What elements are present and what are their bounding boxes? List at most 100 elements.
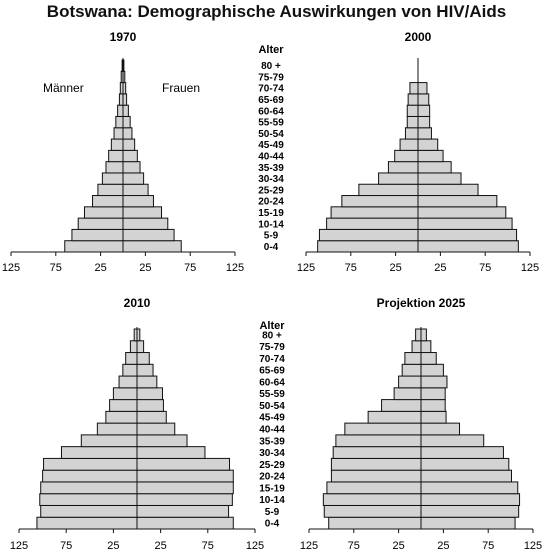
bar-male — [381, 399, 422, 412]
bar-male — [330, 469, 422, 483]
bar-male — [96, 422, 138, 436]
age-header: Alter — [258, 44, 284, 56]
bar-male — [378, 172, 419, 185]
bar-female — [136, 375, 158, 389]
bar-female — [122, 217, 169, 230]
age-label: 25-29 — [258, 185, 284, 196]
age-label: 60-64 — [258, 106, 284, 117]
bar-female — [136, 446, 206, 459]
bar-female — [417, 127, 432, 140]
bar-female — [122, 149, 138, 163]
bar-male — [97, 183, 124, 197]
bar-male — [394, 149, 419, 163]
x-tick-label: 125 — [297, 262, 315, 274]
bar-male — [118, 375, 138, 389]
bar-male — [36, 516, 138, 530]
age-label: 80 + — [262, 330, 282, 341]
x-tick-label: 125 — [2, 262, 20, 274]
age-label: 75-79 — [259, 342, 285, 353]
bar-male — [40, 504, 138, 518]
bar-female — [417, 172, 462, 185]
bar-female — [122, 161, 141, 174]
x-tick-label: 75 — [50, 262, 62, 274]
age-label: 55-59 — [258, 118, 284, 129]
age-label: 65-69 — [258, 95, 284, 106]
x-tick-label: 75 — [479, 262, 491, 274]
bar-male — [387, 161, 419, 174]
bar-male — [341, 195, 419, 208]
bar-female — [420, 446, 504, 459]
bar-male — [330, 457, 422, 471]
age-label: 40-44 — [258, 152, 284, 163]
bar-female — [417, 161, 452, 174]
bar-male — [80, 434, 138, 448]
bar-male — [332, 446, 422, 459]
bar-female — [420, 410, 447, 424]
bar-female — [136, 434, 188, 448]
bar-female — [420, 422, 461, 436]
bar-female — [417, 183, 479, 197]
age-label: 35-39 — [259, 436, 285, 447]
bar-female — [122, 206, 163, 219]
bar-female — [417, 115, 431, 129]
age-label: 80 + — [261, 61, 281, 72]
bar-male — [415, 328, 422, 342]
age-label: 40-44 — [259, 425, 285, 436]
bar-female — [417, 104, 431, 117]
bar-female — [420, 375, 448, 389]
bar-female — [122, 195, 154, 208]
bar-male — [328, 516, 422, 530]
bar-female — [420, 328, 427, 342]
x-tick-label: 75 — [184, 262, 196, 274]
bar-male — [344, 422, 422, 436]
bar-male — [117, 104, 124, 117]
bar-male — [367, 410, 422, 424]
bar-male — [335, 434, 422, 448]
age-label: 55-59 — [259, 389, 285, 400]
x-tick-label: 25 — [437, 540, 449, 552]
x-tick-label: 25 — [392, 540, 404, 552]
bar-male — [110, 138, 124, 151]
bar-male — [398, 375, 422, 389]
age-label: 20-24 — [259, 472, 285, 483]
bar-female — [122, 104, 129, 117]
bar-male — [105, 161, 124, 174]
bar-female — [122, 172, 145, 185]
bar-male — [115, 115, 124, 129]
bar-male — [105, 410, 138, 424]
bar-female — [122, 228, 175, 242]
bar-male — [406, 104, 419, 117]
age-label: 15-19 — [258, 208, 284, 219]
bar-male — [317, 240, 419, 253]
age-label: 45-49 — [259, 413, 285, 424]
bar-female — [417, 82, 428, 95]
bar-male — [404, 352, 422, 365]
age-label: 50-54 — [258, 129, 284, 140]
bar-male — [40, 481, 138, 495]
bar-female — [136, 387, 163, 401]
age-label: 65-69 — [259, 366, 285, 377]
bar-female — [136, 481, 234, 495]
x-tick-label: 75 — [60, 540, 72, 552]
bar-female — [417, 149, 444, 163]
bar-female — [420, 457, 510, 471]
age-header: Alter — [259, 320, 285, 332]
bar-female — [420, 363, 444, 377]
bar-male — [358, 183, 419, 197]
bar-female — [122, 93, 128, 106]
bar-female — [122, 138, 136, 151]
x-tick-label: 125 — [246, 540, 264, 552]
bar-male — [393, 387, 422, 401]
age-label: 50-54 — [259, 401, 285, 412]
bar-female — [420, 481, 519, 495]
bar-female — [136, 352, 150, 365]
bar-male — [125, 352, 138, 365]
label-male: Männer — [43, 81, 84, 95]
bar-male — [404, 127, 419, 140]
bar-female — [122, 127, 133, 140]
bar-female — [417, 195, 498, 208]
age-label: 0-4 — [264, 242, 279, 253]
age-label: 70-74 — [259, 354, 285, 365]
bar-male — [318, 228, 419, 242]
age-label: 25-29 — [259, 460, 285, 471]
